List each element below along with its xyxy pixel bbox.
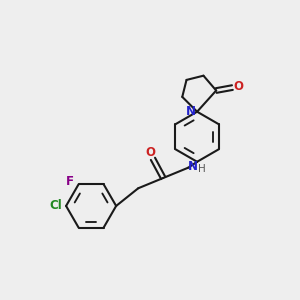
Text: O: O [145, 146, 155, 159]
Text: N: N [188, 160, 198, 173]
Text: Cl: Cl [50, 200, 62, 212]
Text: H: H [198, 164, 206, 173]
Text: O: O [234, 80, 244, 93]
Text: N: N [186, 105, 196, 118]
Text: F: F [66, 176, 74, 188]
